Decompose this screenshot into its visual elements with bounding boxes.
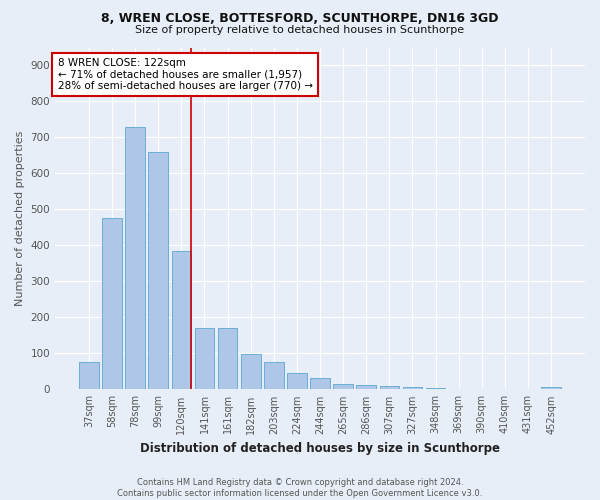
Bar — [426, 388, 445, 390]
Text: Contains HM Land Registry data © Crown copyright and database right 2024.
Contai: Contains HM Land Registry data © Crown c… — [118, 478, 482, 498]
X-axis label: Distribution of detached houses by size in Scunthorpe: Distribution of detached houses by size … — [140, 442, 500, 455]
Bar — [541, 386, 561, 390]
Bar — [125, 126, 145, 390]
Bar — [148, 152, 168, 390]
Text: Size of property relative to detached houses in Scunthorpe: Size of property relative to detached ho… — [136, 25, 464, 35]
Bar — [356, 385, 376, 390]
Bar — [380, 386, 399, 390]
Bar — [218, 328, 238, 390]
Text: 8, WREN CLOSE, BOTTESFORD, SCUNTHORPE, DN16 3GD: 8, WREN CLOSE, BOTTESFORD, SCUNTHORPE, D… — [101, 12, 499, 26]
Bar — [287, 373, 307, 390]
Bar — [264, 362, 284, 390]
Bar — [334, 384, 353, 390]
Bar — [403, 387, 422, 390]
Bar — [241, 354, 260, 390]
Text: 8 WREN CLOSE: 122sqm
← 71% of detached houses are smaller (1,957)
28% of semi-de: 8 WREN CLOSE: 122sqm ← 71% of detached h… — [58, 58, 313, 91]
Bar — [194, 328, 214, 390]
Y-axis label: Number of detached properties: Number of detached properties — [15, 131, 25, 306]
Bar — [310, 378, 330, 390]
Bar — [102, 218, 122, 390]
Bar — [172, 251, 191, 390]
Bar — [79, 362, 99, 390]
